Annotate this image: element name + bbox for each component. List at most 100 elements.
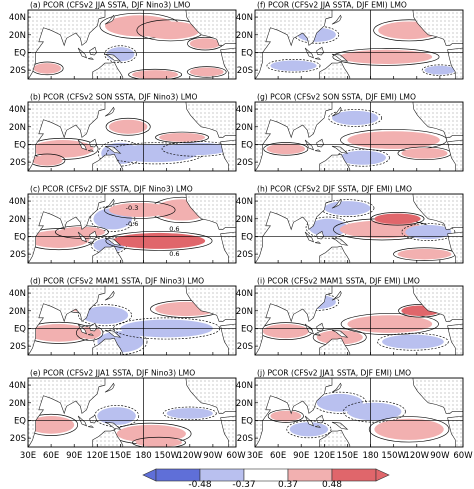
y-tick-label: 20S — [10, 342, 26, 352]
land-mass — [319, 61, 351, 79]
y-tick-label: 20S — [237, 250, 253, 260]
panel-title: (f) PCOR (CFSv2 JJA SSTA, DJF EMI) LMO — [257, 1, 407, 10]
y-tick-label: 40N — [236, 381, 253, 391]
y-tick-label: 20N — [9, 31, 26, 41]
map-panel-j: (j) PCOR (CFSv2 JJA1 SSTA, DJF EMI) LMO 4… — [236, 369, 473, 462]
colorbar-arrow-negative — [142, 468, 157, 482]
land-mass — [104, 198, 115, 209]
correlation-region — [308, 218, 348, 237]
land-mass — [447, 139, 463, 171]
panel-title: (a) PCOR (CFSv2 JJA SSTA, DJF Nino3) LMO — [30, 1, 190, 10]
land-mass — [316, 138, 324, 148]
map-panel-i: (i) PCOR (CFSv2 MAM1 SSTA, DJF EMI) LMO 4… — [236, 277, 464, 356]
y-tick-label: 20N — [236, 123, 253, 133]
land-mass — [412, 10, 463, 46]
land-mass — [92, 153, 124, 171]
land-mass — [319, 429, 351, 447]
correlation-region — [405, 224, 452, 240]
contour-line — [328, 109, 383, 127]
y-tick-label: 20S — [237, 66, 253, 76]
land-mass — [331, 382, 342, 393]
correlation-region — [31, 155, 63, 166]
land-mass — [92, 337, 124, 355]
y-tick-label: 20N — [236, 31, 253, 41]
land-mass — [412, 194, 463, 230]
land-mass — [89, 138, 97, 148]
x-tick-label: 90W — [203, 451, 223, 461]
y-tick-label: 20S — [10, 66, 26, 76]
correlation-region — [189, 67, 224, 77]
y-tick-label: EQ — [241, 324, 253, 334]
contour-line — [370, 212, 425, 226]
x-tick-label: 180 — [362, 451, 378, 461]
map-panel-g: (g) PCOR (CFSv2 SON SSTA, DJF EMI) LMO 40… — [236, 93, 464, 172]
x-tick-label: 180 — [135, 451, 151, 461]
correlation-region — [132, 70, 179, 79]
y-tick-label: 20S — [10, 158, 26, 168]
x-tick-label: 120E — [87, 451, 109, 461]
land-mass — [220, 231, 236, 263]
land-mass — [447, 231, 463, 263]
land-mass — [89, 414, 97, 424]
land-mass — [315, 241, 321, 244]
correlation-region — [347, 131, 440, 149]
map-panel-d: (d) PCOR (CFSv2 MAM1 SSTA, DJF Nino3) LM… — [9, 277, 237, 356]
land-mass — [331, 14, 342, 25]
correlation-region — [108, 202, 171, 217]
land-mass — [220, 415, 236, 447]
x-tick-label: 90E — [66, 451, 82, 461]
y-tick-label: 20S — [237, 434, 253, 444]
y-tick-label: 40N — [9, 289, 26, 299]
land-mass — [104, 145, 122, 154]
map-panel-c: (c) PCOR (CFSv2 DJF SSTA, DJF Nino3) LMO… — [9, 185, 237, 264]
contour-line — [340, 129, 448, 152]
contour-label: -0.6 — [126, 220, 139, 228]
contour-line — [103, 201, 176, 219]
correlation-region — [339, 49, 433, 64]
correlation-region — [97, 407, 136, 425]
correlation-region — [374, 213, 421, 225]
land-mass — [88, 241, 94, 244]
y-tick-label: 20N — [236, 215, 253, 225]
y-tick-label: 40N — [236, 13, 253, 23]
land-mass — [28, 102, 106, 171]
land-mass — [331, 237, 349, 246]
land-mass — [104, 53, 122, 62]
colorbar-label: -0.48 — [188, 480, 212, 489]
land-mass — [255, 286, 333, 355]
y-tick-label: 20N — [9, 123, 26, 133]
colorbar-label: 0.37 — [278, 480, 298, 489]
y-tick-label: EQ — [14, 48, 26, 58]
map-frame — [254, 377, 464, 448]
correlation-region — [33, 63, 62, 74]
x-tick-label: 90W — [430, 451, 450, 461]
x-tick-label: 120W — [177, 451, 202, 461]
land-mass — [412, 102, 463, 138]
contour-line — [343, 400, 406, 423]
correlation-region — [324, 201, 371, 216]
panel-title: (e) PCOR (CFSv2 JJA1 SSTA, DJF Nino3) LM… — [30, 369, 195, 378]
correlation-region — [374, 418, 444, 440]
y-tick-label: 40N — [9, 197, 26, 207]
land-mass — [185, 194, 236, 230]
y-tick-label: 40N — [236, 105, 253, 115]
land-mass — [331, 329, 349, 338]
land-mass — [104, 329, 122, 338]
contour-line — [266, 59, 321, 73]
contour-line — [90, 205, 136, 232]
land-mass — [89, 322, 97, 332]
land-mass — [92, 429, 124, 447]
contour-line — [78, 304, 132, 327]
correlation-region — [262, 324, 309, 339]
land-mass — [88, 333, 94, 336]
land-mass — [92, 61, 124, 79]
colorbar-label: -0.37 — [232, 480, 255, 489]
y-tick-label: EQ — [241, 416, 253, 426]
panel-title: (h) PCOR (CFSv2 DJF SSTA, DJF EMI) LMO — [257, 185, 412, 194]
land-mass — [331, 421, 349, 430]
y-tick-label: 20S — [10, 434, 26, 444]
map-frame — [27, 9, 237, 80]
correlation-region — [135, 438, 183, 447]
y-tick-label: 40N — [236, 197, 253, 207]
correlation-region — [382, 334, 444, 349]
